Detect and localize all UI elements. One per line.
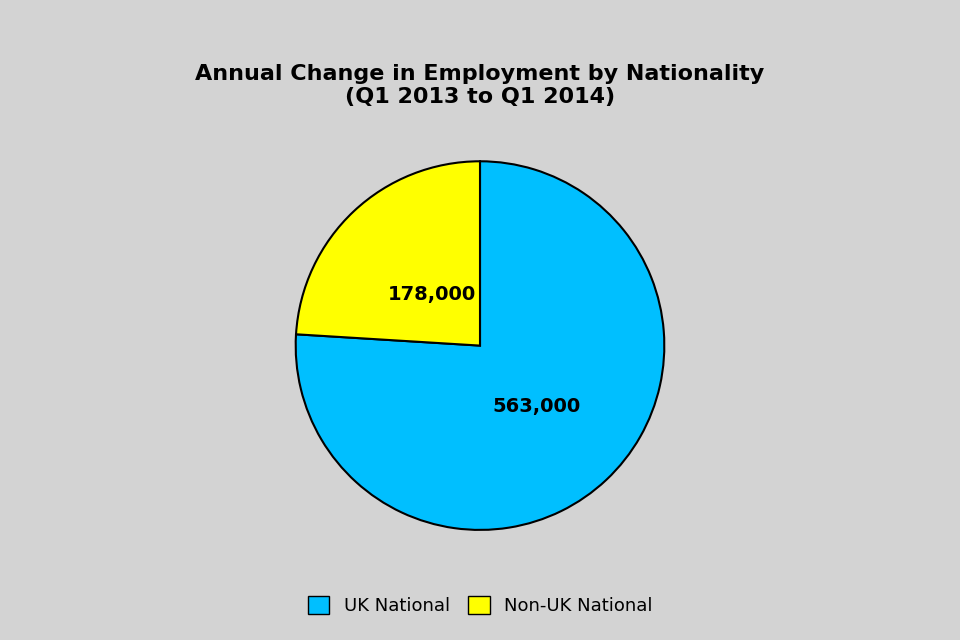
Wedge shape xyxy=(296,161,664,530)
Text: 563,000: 563,000 xyxy=(492,397,581,415)
Text: 178,000: 178,000 xyxy=(388,285,476,304)
Text: Annual Change in Employment by Nationality
(Q1 2013 to Q1 2014): Annual Change in Employment by Nationali… xyxy=(196,64,764,107)
Legend: UK National, Non-UK National: UK National, Non-UK National xyxy=(300,588,660,622)
Wedge shape xyxy=(296,161,480,346)
